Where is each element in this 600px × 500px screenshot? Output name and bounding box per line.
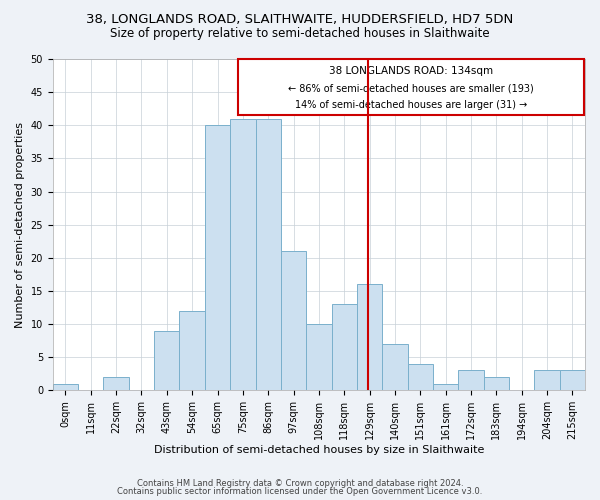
Bar xyxy=(154,330,179,390)
X-axis label: Distribution of semi-detached houses by size in Slaithwaite: Distribution of semi-detached houses by … xyxy=(154,445,484,455)
Bar xyxy=(103,377,129,390)
Bar xyxy=(205,126,230,390)
Text: 14% of semi-detached houses are larger (31) →: 14% of semi-detached houses are larger (… xyxy=(295,100,527,110)
Bar xyxy=(458,370,484,390)
Bar xyxy=(230,118,256,390)
Text: Contains HM Land Registry data © Crown copyright and database right 2024.: Contains HM Land Registry data © Crown c… xyxy=(137,478,463,488)
Text: Contains public sector information licensed under the Open Government Licence v3: Contains public sector information licen… xyxy=(118,487,482,496)
Bar xyxy=(535,370,560,390)
Text: Size of property relative to semi-detached houses in Slaithwaite: Size of property relative to semi-detach… xyxy=(110,28,490,40)
Bar xyxy=(332,304,357,390)
Bar xyxy=(306,324,332,390)
Text: 38 LONGLANDS ROAD: 134sqm: 38 LONGLANDS ROAD: 134sqm xyxy=(329,66,493,76)
Bar xyxy=(357,284,382,391)
Bar xyxy=(433,384,458,390)
Bar xyxy=(238,59,584,116)
Bar xyxy=(53,384,78,390)
Bar xyxy=(560,370,585,390)
Bar xyxy=(407,364,433,390)
Bar xyxy=(382,344,407,391)
Y-axis label: Number of semi-detached properties: Number of semi-detached properties xyxy=(15,122,25,328)
Text: ← 86% of semi-detached houses are smaller (193): ← 86% of semi-detached houses are smalle… xyxy=(288,84,533,94)
Bar xyxy=(281,251,306,390)
Bar xyxy=(179,311,205,390)
Bar xyxy=(484,377,509,390)
Text: 38, LONGLANDS ROAD, SLAITHWAITE, HUDDERSFIELD, HD7 5DN: 38, LONGLANDS ROAD, SLAITHWAITE, HUDDERS… xyxy=(86,12,514,26)
Bar xyxy=(256,118,281,390)
